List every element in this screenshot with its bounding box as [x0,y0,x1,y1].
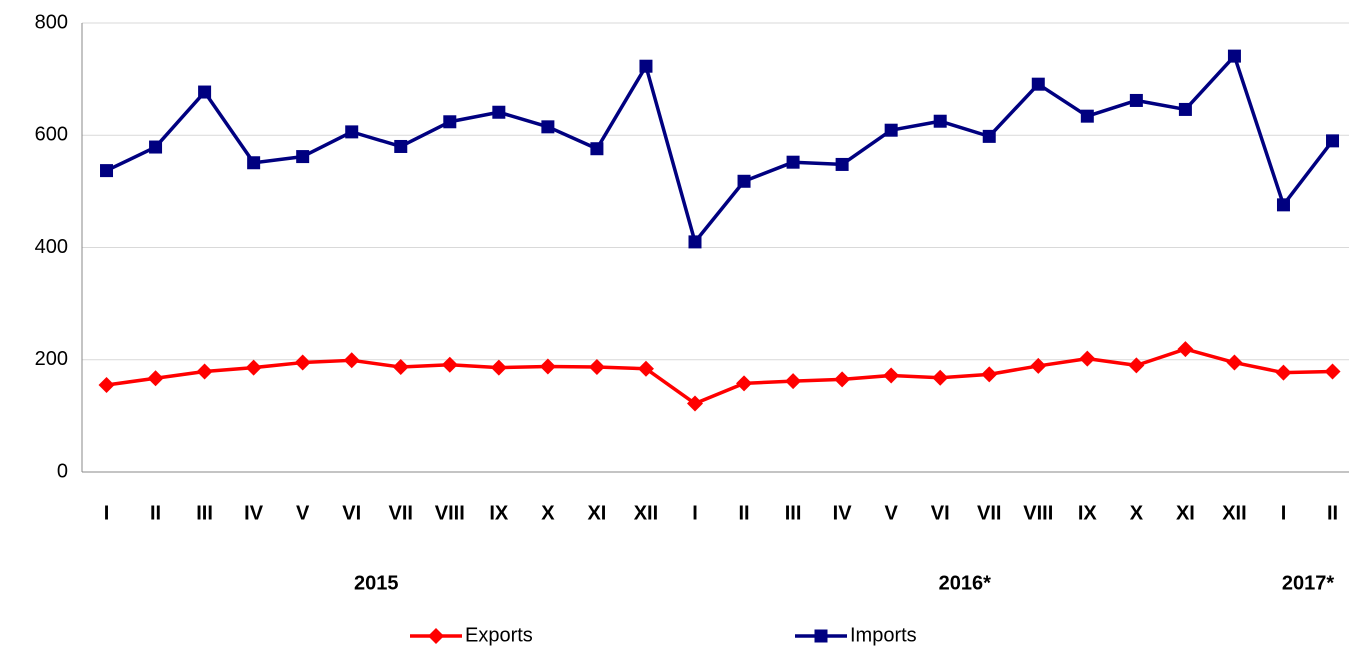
y-tick-label: 600 [35,124,68,146]
legend-marker [428,628,444,644]
x-tick-label: VI [342,502,361,524]
y-tick-label: 400 [35,236,68,258]
point [392,359,409,376]
x-tick-label: VI [931,502,950,524]
point [98,377,115,394]
point [588,359,605,376]
legend-marker [814,629,828,643]
x-tick-label: VIII [435,502,465,524]
x-tick-label: III [785,502,802,524]
year-label: 2016* [939,572,991,594]
point [1177,341,1194,358]
point [247,156,261,170]
y-tick-label: 0 [57,460,68,482]
point [541,120,555,134]
point [1226,354,1243,371]
point [637,360,654,377]
point [443,115,457,129]
point [736,375,753,392]
x-tick-label: IX [489,502,509,524]
point [147,370,164,387]
point [1227,49,1241,63]
x-tick-label: IV [244,502,264,524]
legend-label: Imports [850,624,917,646]
point [884,123,898,137]
point [982,129,996,143]
point [196,363,213,380]
point [786,155,800,169]
x-tick-label: I [692,502,698,524]
x-tick-label: II [1327,502,1338,524]
point [198,85,212,99]
x-tick-label: I [1281,502,1287,524]
point [100,164,114,178]
point [345,125,359,139]
point [539,358,556,375]
series-line [106,347,1333,406]
point [441,356,458,373]
year-label: 2017* [1282,572,1334,594]
year-label: 2015 [354,572,399,594]
y-tick-label: 200 [35,348,68,370]
point [149,140,163,154]
point [492,105,506,119]
x-tick-label: XI [587,502,606,524]
legend-label: Exports [465,624,533,646]
point [834,371,851,388]
x-tick-label: III [196,502,213,524]
point [1079,350,1096,367]
x-tick-label: VII [389,502,413,524]
x-tick-label: IV [833,502,853,524]
point [1178,102,1192,116]
point [981,366,998,383]
x-tick-label: II [150,502,161,524]
x-tick-label: V [884,502,898,524]
point [883,367,900,384]
point [1324,363,1341,380]
point [590,142,604,156]
x-tick-label: VII [977,502,1001,524]
x-tick-label: V [296,502,310,524]
point [835,157,849,171]
x-tick-label: I [104,502,110,524]
point [490,359,507,376]
x-tick-label: II [738,502,749,524]
point [688,235,702,249]
x-tick-label: XI [1176,502,1195,524]
x-tick-label: XII [1222,502,1246,524]
point [1129,93,1143,107]
point [1128,357,1145,374]
point [687,395,703,412]
point [1326,134,1340,148]
point [1030,357,1047,374]
point [294,354,311,371]
point [933,114,947,128]
x-tick-label: X [541,502,555,524]
point [1080,109,1094,123]
point [296,150,310,164]
point [1275,364,1292,381]
point [343,352,360,369]
y-tick-label: 800 [35,11,68,33]
x-tick-label: XII [634,502,658,524]
point [639,59,653,73]
point [245,359,262,376]
point [1031,77,1045,91]
series-line [105,54,1334,244]
point [785,373,802,390]
x-tick-label: VIII [1023,502,1053,524]
x-tick-label: IX [1078,502,1098,524]
point [1276,198,1290,212]
point [394,139,408,153]
x-tick-label: X [1130,502,1144,524]
point [737,174,751,188]
point [932,369,949,386]
